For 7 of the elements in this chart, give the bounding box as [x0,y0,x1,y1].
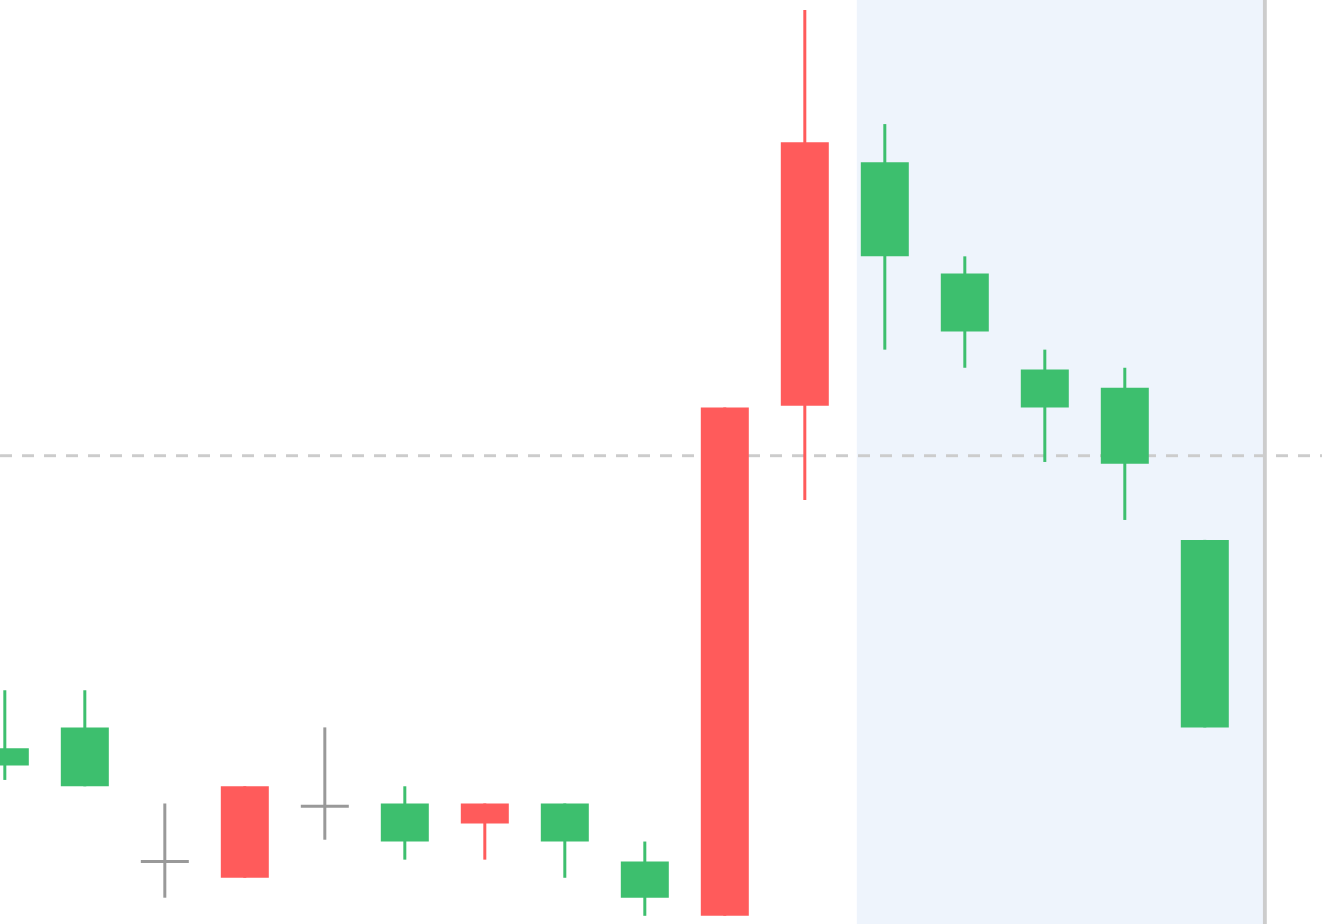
candlestick [620,840,669,918]
candlestick [460,801,509,862]
candlestick [540,801,589,880]
candlestick [1020,348,1069,464]
candlestick [139,801,191,900]
candlestick [299,725,351,842]
candlestick [380,784,429,862]
